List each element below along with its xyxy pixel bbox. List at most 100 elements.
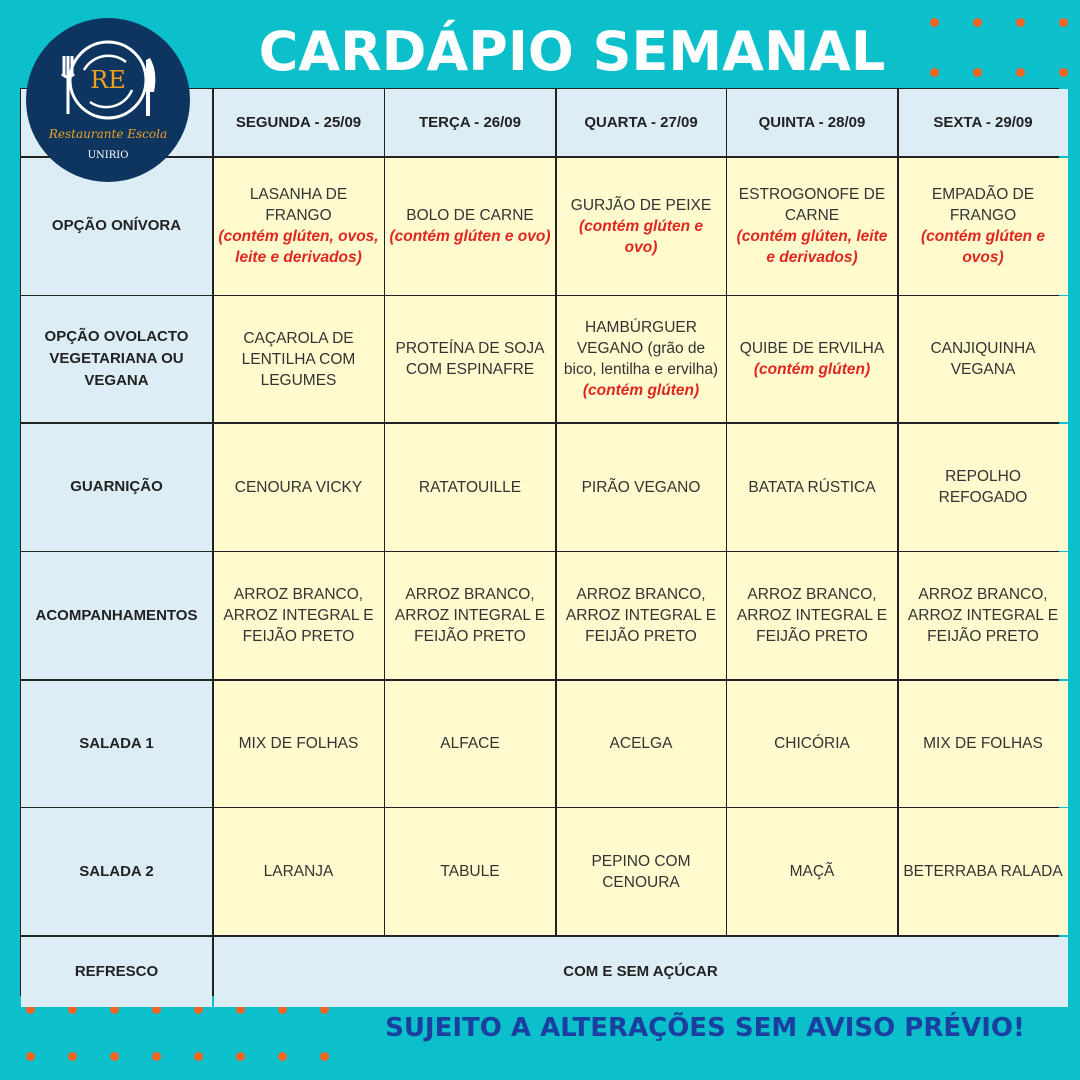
cell-text: LARANJA xyxy=(263,863,334,880)
menu-cell: ALFACE xyxy=(385,680,555,807)
menu-cell: LASANHA DE FRANGO (contém glúten, ovos, l… xyxy=(213,157,384,295)
cell-text: GUARNIÇÃO xyxy=(70,478,163,495)
menu-cell: ARROZ BRANCO, ARROZ INTEGRAL E FEIJÃO PR… xyxy=(727,552,897,679)
cell-text: HAMBÚRGUER VEGANO (grão de bico, lentilh… xyxy=(563,319,719,378)
cell-text: QUARTA - 27/09 xyxy=(584,114,698,131)
cell-text: SEXTA - 29/09 xyxy=(933,114,1033,131)
menu-cell: CANJIQUINHA VEGANA xyxy=(898,296,1068,422)
menu-cell: LARANJA xyxy=(213,808,384,935)
cell-text: COM E SEM AÇÚCAR xyxy=(563,963,718,980)
dot xyxy=(110,1005,119,1014)
logo-name: Restaurante Escola xyxy=(48,127,168,141)
cell-text: MIX DE FOLHAS xyxy=(923,735,1043,752)
day-header: SEXTA - 29/09 xyxy=(898,89,1068,156)
cell-text: PIRÃO VEGANO xyxy=(581,478,701,496)
restaurant-logo: RE Restaurante Escola UNIRIO xyxy=(26,18,190,182)
menu-cell: PROTEÍNA DE SOJA COM ESPINAFRE xyxy=(385,296,555,422)
menu-cell: MIX DE FOLHAS xyxy=(898,680,1068,807)
dot xyxy=(194,1005,203,1014)
cell-text: CANJIQUINHA VEGANA xyxy=(930,340,1036,378)
menu-cell: RATATOUILLE xyxy=(385,423,555,551)
cell-text: ARROZ BRANCO, ARROZ INTEGRAL E FEIJÃO PR… xyxy=(736,586,888,645)
menu-cell: ACELGA xyxy=(556,680,726,807)
dot xyxy=(320,1052,329,1061)
menu-cell: ESTROGONOFE DE CARNE (contém glúten, leit… xyxy=(727,157,897,295)
weekly-menu-table: SEGUNDA - 25/09 TERÇA - 26/09 QUARTA - 27/… xyxy=(20,88,1068,1007)
dot xyxy=(68,1005,77,1014)
logo-org: UNIRIO xyxy=(87,150,129,161)
cell-text: REFRESCO xyxy=(74,962,159,980)
cell-text: GURJÃO DE PEIXE xyxy=(570,196,712,214)
refresco-value: COM E SEM AÇÚCAR xyxy=(213,936,1068,1007)
day-header: SEGUNDA - 25/09 xyxy=(213,89,384,156)
cell-text: BETERRABA RALADA xyxy=(903,863,1063,880)
cell-text: SALADA 2 xyxy=(79,862,154,880)
dot xyxy=(973,18,982,27)
dot xyxy=(1016,68,1025,77)
menu-cell: CAÇAROLA DE LENTILHA COM LEGUMES xyxy=(213,296,384,422)
decorative-dots-bottom-left xyxy=(26,1005,329,1061)
menu-cell: CENOURA VICKY xyxy=(213,423,384,551)
menu-cell: CHICÓRIA xyxy=(727,680,897,807)
cell-text: SEGUNDA - 25/09 xyxy=(235,114,362,131)
dot xyxy=(236,1005,245,1014)
cell-text: TABULE xyxy=(440,863,500,880)
menu-cell: MAÇÃ xyxy=(727,808,897,935)
dot xyxy=(152,1052,161,1061)
dot xyxy=(110,1052,119,1061)
dot xyxy=(320,1005,329,1014)
menu-cell: GURJÃO DE PEIXE (contém glúten e ovo) xyxy=(556,157,726,295)
cell-text: CENOURA VICKY xyxy=(234,478,363,496)
allergen-note: (contém glúten e ovo) xyxy=(389,228,551,245)
dot xyxy=(1059,68,1068,77)
cell-text: MAÇÃ xyxy=(789,863,835,880)
dot xyxy=(973,68,982,77)
dot xyxy=(68,1052,77,1061)
cell-text: QUINTA - 28/09 xyxy=(758,114,866,131)
plate-cutlery-icon xyxy=(60,40,156,120)
cell-text: ACOMPANHAMENTOS xyxy=(35,606,198,624)
cell-text: ARROZ BRANCO, ARROZ INTEGRAL E FEIJÃO PR… xyxy=(907,586,1059,645)
dot xyxy=(236,1052,245,1061)
menu-cell: PIRÃO VEGANO xyxy=(556,423,726,551)
allergen-note: (contém glúten e ovo) xyxy=(578,217,703,256)
cell-text: SALADA 1 xyxy=(79,734,154,752)
menu-cell: BETERRABA RALADA xyxy=(898,808,1068,935)
logo-initials: RE xyxy=(90,66,126,94)
cell-text: PEPINO COM CENOURA xyxy=(591,852,691,891)
cell-text: RATATOUILLE xyxy=(418,478,522,496)
disclaimer: SUJEITO A ALTERAÇÕES SEM AVISO PRÉVIO! xyxy=(385,1013,1025,1043)
cell-text: ARROZ BRANCO, ARROZ INTEGRAL E FEIJÃO PR… xyxy=(223,586,374,645)
dot xyxy=(1016,18,1025,27)
menu-cell: BATATA RÚSTICA xyxy=(727,423,897,551)
row-label: OPÇÃO OVOLACTO VEGETARIANA OU VEGANA xyxy=(21,296,212,422)
cell-text: OPÇÃO OVOLACTO VEGETARIANA OU VEGANA xyxy=(44,328,189,389)
cell-text: BATATA RÚSTICA xyxy=(748,478,876,496)
row-label: ACOMPANHAMENTOS xyxy=(21,552,212,679)
dot xyxy=(26,1052,35,1061)
decorative-dots-top-right xyxy=(930,18,1068,77)
cell-text: QUIBE DE ERVILHA xyxy=(739,340,885,357)
allergen-note: (contém glúten e ovos) xyxy=(920,228,1045,266)
dot xyxy=(1059,18,1068,27)
row-label: SALADA 2 xyxy=(21,808,212,935)
allergen-note: (contém glúten, ovos, leite e derivados) xyxy=(218,228,379,266)
cell-text: LASANHA DE FRANGO xyxy=(249,186,348,224)
dot xyxy=(278,1005,287,1014)
day-header: QUINTA - 28/09 xyxy=(727,89,897,156)
cell-text: EMPADÃO DE FRANGO xyxy=(931,186,1035,224)
menu-cell: ARROZ BRANCO, ARROZ INTEGRAL E FEIJÃO PR… xyxy=(556,552,726,679)
row-label: SALADA 1 xyxy=(21,680,212,807)
menu-cell: ARROZ BRANCO, ARROZ INTEGRAL E FEIJÃO PR… xyxy=(213,552,384,679)
menu-cell: QUIBE DE ERVILHA (contém glúten) xyxy=(727,296,897,422)
allergen-note: (contém glúten, leite e derivados) xyxy=(736,228,888,266)
dot xyxy=(930,18,939,27)
cell-text: PROTEÍNA DE SOJA COM ESPINAFRE xyxy=(395,340,545,378)
cell-text: ESTROGONOFE DE CARNE xyxy=(738,186,886,224)
allergen-note: (contém glúten) xyxy=(582,382,700,399)
cell-text: REPOLHO REFOGADO xyxy=(938,468,1028,506)
menu-cell: MIX DE FOLHAS xyxy=(213,680,384,807)
menu-cell: ARROZ BRANCO, ARROZ INTEGRAL E FEIJÃO PR… xyxy=(898,552,1068,679)
allergen-note: (contém glúten) xyxy=(753,361,871,378)
cell-text: BOLO DE CARNE xyxy=(406,207,534,224)
